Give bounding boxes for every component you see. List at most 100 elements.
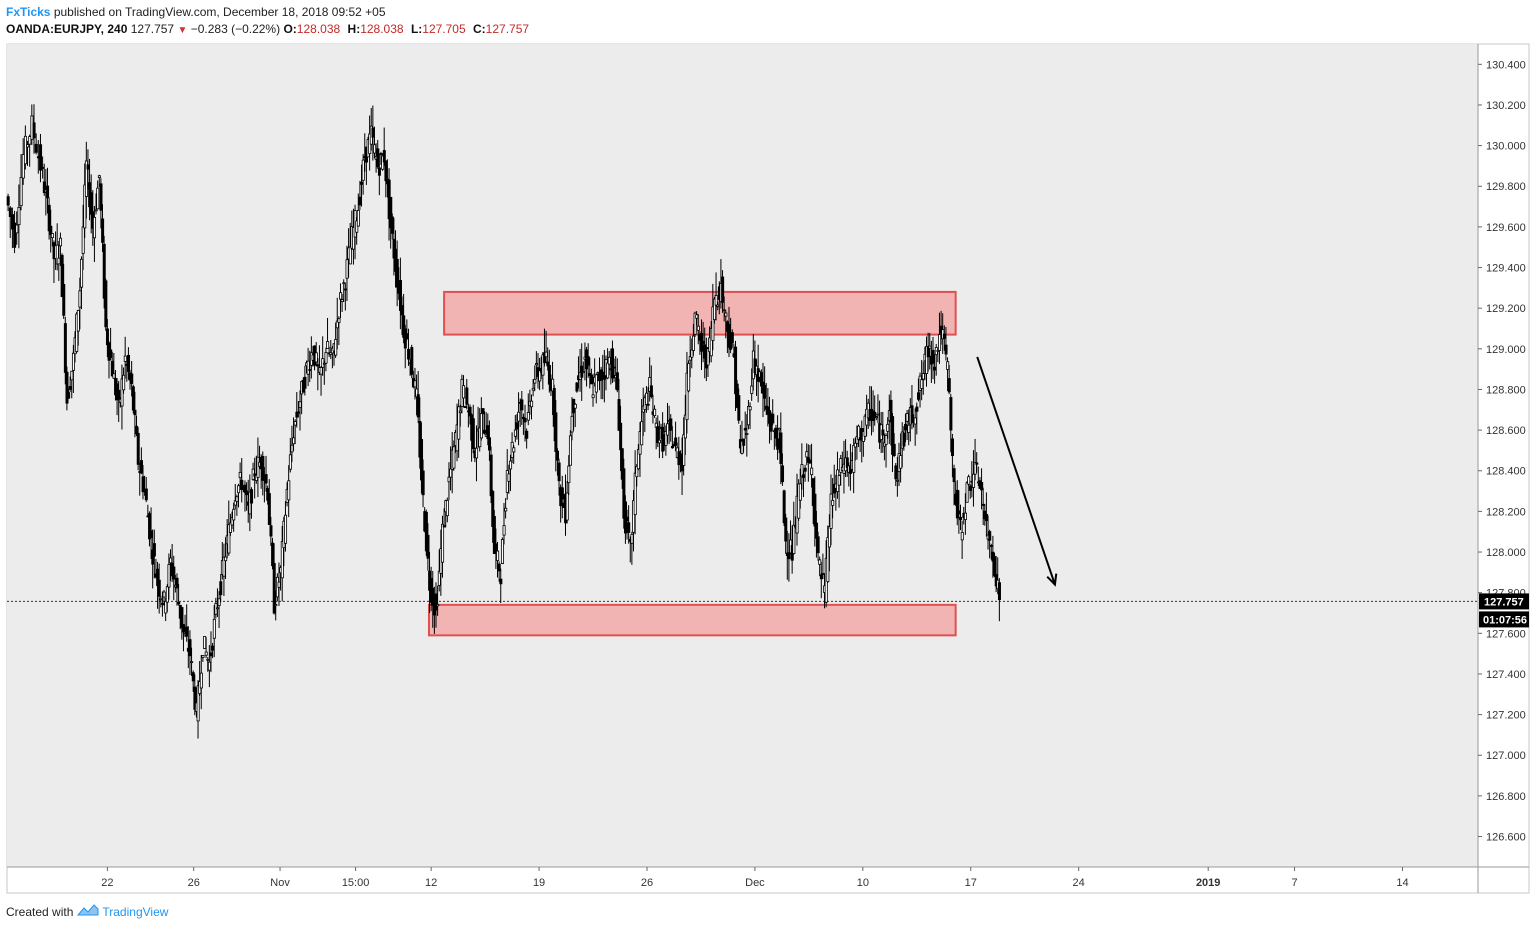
candle-body	[26, 144, 30, 148]
candle-body	[334, 339, 338, 356]
candle-body	[452, 446, 456, 469]
price-tick-label: 126.800	[1486, 791, 1526, 803]
candle-body	[701, 340, 705, 344]
last-price: 127.757	[130, 22, 175, 36]
candle-body	[816, 536, 820, 554]
candle-body	[49, 225, 53, 235]
candle-body	[21, 154, 25, 179]
candle-body	[957, 510, 961, 515]
candle-body	[345, 259, 349, 279]
candle-body	[944, 344, 948, 355]
candle-body	[377, 167, 381, 176]
candle-body	[496, 550, 500, 561]
candle-body	[413, 380, 417, 388]
candle-body	[554, 412, 558, 452]
tradingview-brand[interactable]: TradingView	[102, 905, 169, 919]
candle-body	[340, 299, 344, 302]
candle-body	[449, 468, 453, 478]
candle-body	[899, 455, 903, 469]
candle-body	[245, 490, 249, 496]
candle-body	[669, 418, 673, 431]
candle-body	[342, 282, 346, 285]
candle-body	[988, 531, 992, 541]
candle-body	[748, 406, 752, 411]
candle-body	[874, 416, 878, 419]
candle-body	[398, 280, 402, 311]
candle-body	[240, 479, 244, 490]
candle-body	[196, 685, 200, 722]
time-tick-label: 12	[425, 877, 437, 889]
candle-body	[570, 415, 574, 433]
candle-body	[800, 464, 804, 477]
candle-body	[894, 465, 898, 480]
candle-body	[722, 309, 726, 312]
candle-body	[468, 406, 472, 417]
candle-body	[737, 395, 741, 421]
candle-body	[109, 349, 113, 359]
candle-body	[57, 257, 61, 265]
candle-body	[356, 210, 360, 227]
candle-body	[483, 429, 487, 434]
candle-body	[509, 460, 513, 470]
candle-body	[685, 372, 689, 421]
published-text: published on TradingView.com, December 1…	[50, 5, 386, 19]
candle-body	[619, 422, 623, 451]
candle-body	[237, 485, 241, 494]
candle-body	[206, 658, 210, 661]
candle-body	[730, 332, 734, 344]
countdown-tag	[1479, 611, 1529, 628]
candle-body	[523, 417, 527, 423]
candle-body	[131, 386, 135, 411]
candle-body	[781, 465, 785, 483]
candle-body	[343, 288, 347, 291]
candle-body	[886, 423, 890, 432]
author-name[interactable]: FxTicks	[6, 5, 51, 19]
candle-body	[567, 465, 571, 484]
candle-body	[219, 581, 223, 596]
candle-body	[779, 432, 783, 464]
candle-body	[515, 422, 519, 430]
candle-body	[769, 421, 773, 432]
candle-body	[405, 333, 409, 340]
candle-body	[533, 378, 537, 384]
candle-body	[201, 655, 205, 658]
candle-body	[889, 399, 893, 423]
candle-body	[133, 409, 137, 416]
candle-body	[742, 438, 746, 446]
candle-body	[290, 444, 294, 453]
candle-body	[204, 651, 208, 656]
candle-body	[520, 399, 524, 411]
price-tick-label: 128.600	[1486, 425, 1526, 437]
candle-body	[959, 516, 963, 521]
candle-body	[389, 196, 393, 229]
footer: Created with TradingView	[6, 904, 168, 920]
candle-body	[831, 500, 835, 506]
candle-body	[827, 526, 831, 548]
candle-body	[902, 432, 906, 447]
candle-body	[191, 672, 195, 682]
candle-body	[653, 408, 657, 416]
candle-body	[348, 246, 352, 265]
candle-body	[640, 421, 644, 446]
candle-body	[670, 446, 674, 449]
candle-body	[371, 127, 375, 138]
candle-body	[261, 456, 265, 481]
candle-body	[774, 427, 778, 439]
candle-body	[507, 473, 511, 482]
price-tick-label: 127.600	[1486, 628, 1526, 640]
candle-body	[337, 318, 341, 323]
candle-body	[384, 160, 388, 182]
candle-body	[526, 412, 530, 421]
candle-body	[947, 378, 951, 393]
candle-body	[488, 437, 492, 451]
candle-body	[410, 347, 414, 375]
candle-body	[463, 406, 467, 408]
symbol-label[interactable]: OANDA:EURJPY, 240	[6, 22, 128, 36]
candle-body	[227, 524, 231, 554]
candle-body	[97, 175, 101, 178]
candle-body	[272, 562, 276, 614]
candle-body	[502, 525, 506, 536]
candle-body	[972, 473, 976, 488]
